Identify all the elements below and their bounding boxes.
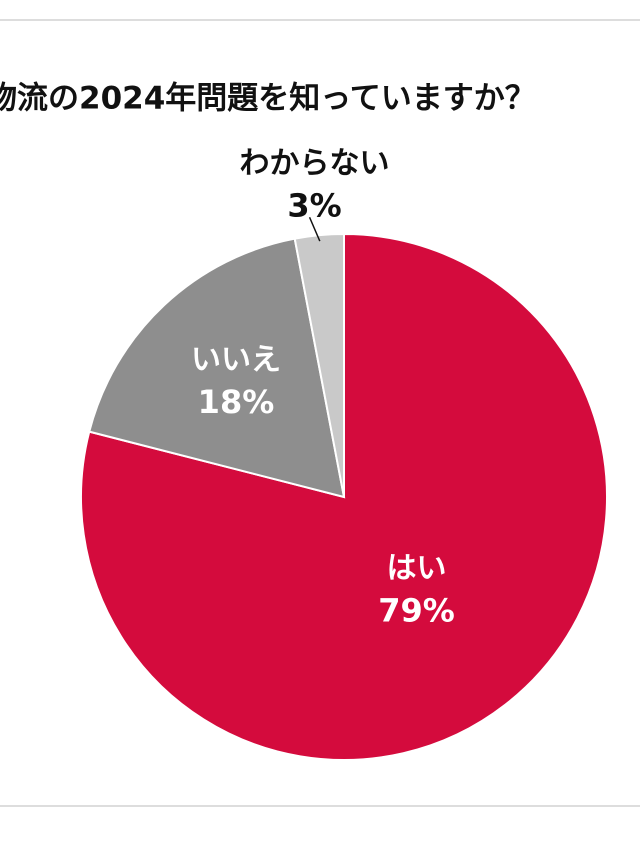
- pie-slice: [88, 237, 346, 499]
- slice-label: はい: [387, 551, 447, 586]
- leader-line: [308, 216, 321, 242]
- slice-value-label: 3%: [287, 186, 341, 224]
- slice-label: いいえ: [191, 342, 281, 377]
- slice-label: わからない: [240, 146, 390, 181]
- slice-value-label: 18%: [198, 383, 275, 421]
- slice-value-label: 79%: [378, 592, 455, 630]
- chart-title: 物流の2024年問題を知っていますか？: [0, 81, 536, 117]
- pie-slice: [293, 232, 345, 498]
- pie-slice: [80, 232, 608, 761]
